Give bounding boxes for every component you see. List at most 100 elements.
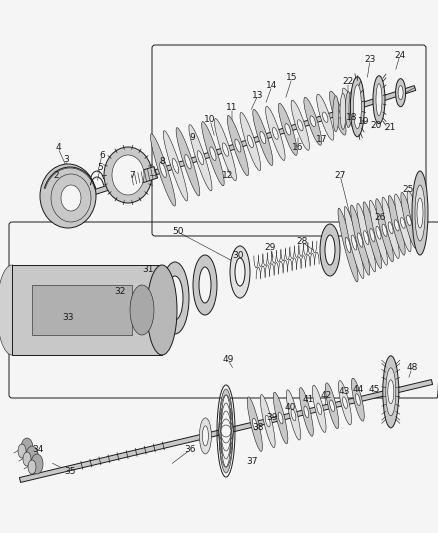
Text: 13: 13	[252, 91, 263, 100]
Ellipse shape	[387, 222, 392, 234]
Ellipse shape	[265, 107, 284, 160]
Text: 40: 40	[284, 403, 295, 413]
Text: 26: 26	[374, 214, 385, 222]
Ellipse shape	[416, 198, 422, 228]
Text: 4: 4	[55, 143, 61, 152]
Text: 21: 21	[383, 124, 395, 133]
Text: 33: 33	[62, 313, 74, 322]
Ellipse shape	[362, 202, 381, 269]
Ellipse shape	[0, 265, 27, 355]
Ellipse shape	[220, 411, 230, 451]
Ellipse shape	[104, 147, 152, 203]
Bar	[12, 265, 162, 355]
Ellipse shape	[31, 454, 43, 474]
Ellipse shape	[290, 409, 295, 421]
Text: 23: 23	[364, 55, 375, 64]
Text: 19: 19	[357, 117, 369, 126]
Ellipse shape	[355, 394, 360, 406]
Ellipse shape	[309, 116, 315, 127]
Ellipse shape	[412, 213, 417, 223]
Text: 35: 35	[64, 467, 76, 477]
Ellipse shape	[322, 112, 327, 123]
Ellipse shape	[252, 418, 257, 430]
Ellipse shape	[325, 383, 338, 429]
Ellipse shape	[395, 79, 405, 107]
Ellipse shape	[51, 174, 91, 222]
Ellipse shape	[220, 395, 230, 467]
Ellipse shape	[198, 267, 211, 303]
Ellipse shape	[26, 446, 38, 466]
Ellipse shape	[375, 84, 381, 116]
Text: 28: 28	[296, 238, 307, 246]
Text: 31: 31	[142, 265, 153, 274]
Ellipse shape	[219, 395, 233, 467]
Text: 22: 22	[342, 77, 353, 86]
Text: 36: 36	[184, 446, 195, 455]
Ellipse shape	[347, 104, 352, 114]
Ellipse shape	[351, 378, 364, 421]
Ellipse shape	[400, 192, 416, 248]
Ellipse shape	[265, 415, 269, 427]
Text: 38: 38	[252, 424, 263, 432]
Ellipse shape	[369, 200, 387, 265]
Ellipse shape	[381, 197, 398, 259]
Text: 25: 25	[401, 185, 413, 195]
Ellipse shape	[341, 88, 357, 130]
Ellipse shape	[193, 255, 216, 315]
Text: 27: 27	[334, 171, 345, 180]
Ellipse shape	[202, 426, 208, 446]
Ellipse shape	[163, 131, 187, 201]
Ellipse shape	[353, 85, 360, 129]
Ellipse shape	[303, 406, 308, 418]
Text: 15: 15	[286, 74, 297, 83]
Text: 2: 2	[53, 171, 59, 180]
Ellipse shape	[284, 124, 290, 135]
Ellipse shape	[303, 97, 321, 145]
Ellipse shape	[188, 125, 212, 191]
Text: 10: 10	[204, 116, 215, 125]
Ellipse shape	[329, 400, 334, 411]
Text: 45: 45	[367, 385, 379, 394]
Text: 32: 32	[114, 287, 125, 296]
Ellipse shape	[240, 112, 260, 171]
Text: 37: 37	[246, 457, 257, 466]
Ellipse shape	[363, 231, 368, 245]
Ellipse shape	[147, 265, 177, 355]
Text: 17: 17	[315, 135, 327, 144]
Text: 18: 18	[346, 114, 357, 123]
Ellipse shape	[328, 91, 345, 135]
Ellipse shape	[382, 356, 398, 428]
Ellipse shape	[388, 196, 404, 255]
Polygon shape	[54, 86, 415, 207]
Text: 6: 6	[99, 150, 105, 159]
Ellipse shape	[159, 162, 166, 177]
Ellipse shape	[220, 419, 230, 443]
Ellipse shape	[406, 191, 422, 245]
Ellipse shape	[348, 91, 354, 126]
Ellipse shape	[278, 103, 297, 156]
Ellipse shape	[214, 118, 236, 181]
Ellipse shape	[290, 100, 309, 150]
Ellipse shape	[357, 233, 362, 247]
Ellipse shape	[356, 204, 375, 272]
Ellipse shape	[369, 229, 374, 242]
Ellipse shape	[375, 199, 392, 262]
Text: 11: 11	[226, 103, 237, 112]
Ellipse shape	[345, 92, 350, 127]
Ellipse shape	[150, 134, 175, 206]
Text: 8: 8	[159, 157, 165, 166]
Text: 41: 41	[302, 395, 313, 405]
Ellipse shape	[375, 227, 380, 239]
Ellipse shape	[230, 246, 249, 298]
Text: 3: 3	[63, 156, 69, 165]
Ellipse shape	[172, 158, 178, 173]
Ellipse shape	[21, 438, 33, 458]
Ellipse shape	[234, 139, 240, 152]
Ellipse shape	[324, 235, 334, 265]
Ellipse shape	[252, 109, 272, 166]
Ellipse shape	[23, 452, 31, 466]
Ellipse shape	[394, 194, 410, 252]
Ellipse shape	[219, 419, 233, 443]
Ellipse shape	[350, 205, 369, 275]
Ellipse shape	[54, 178, 82, 214]
